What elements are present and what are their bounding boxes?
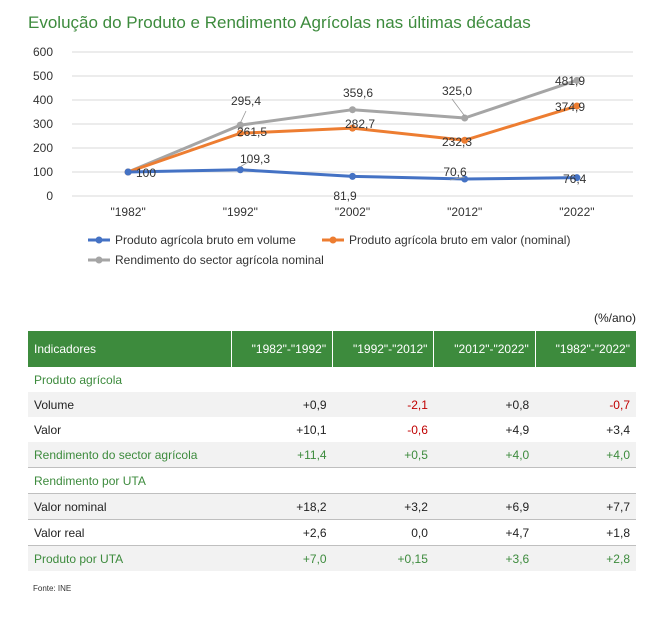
row-label: Valor nominal <box>28 493 232 520</box>
cell: +0,8 <box>433 392 536 417</box>
header-1982-2022: "1982"-"2022" <box>534 331 636 367</box>
data-label: 232,3 <box>442 135 472 149</box>
cell: +0,9 <box>231 392 333 417</box>
data-point <box>349 124 356 132</box>
data-point <box>349 172 356 180</box>
data-label: 325,0 <box>442 84 472 98</box>
y-tick-label: 300 <box>33 117 53 131</box>
cell: +6,9 <box>433 493 536 520</box>
row-label: Valor <box>34 422 62 437</box>
cell: +2,6 <box>231 519 333 546</box>
series-line <box>127 104 578 174</box>
cell: +7,0 <box>231 545 333 571</box>
legend-marker <box>95 256 103 264</box>
cell: +4,0 <box>535 442 636 468</box>
data-point <box>461 114 469 122</box>
data-label: 100 <box>136 166 156 180</box>
cell: +4,0 <box>433 442 536 468</box>
leader-line <box>449 176 465 181</box>
data-label: 261,5 <box>237 125 267 139</box>
data-point <box>124 168 132 176</box>
data-label: 481,9 <box>555 74 585 88</box>
cell: +11,4 <box>231 442 333 468</box>
data-point <box>349 106 356 114</box>
data-label: 374,9 <box>555 100 585 114</box>
data-label: 359,6 <box>343 86 373 100</box>
y-tick-label: 400 <box>33 93 53 107</box>
line-chart: 0 100 200 300 400 500 600 "1982" "1992" "2002" "20… <box>33 45 633 267</box>
legend-label: Produto agrícola bruto em volume <box>115 233 296 247</box>
chart-title: Evolução do Produto e Rendimento Agrícol… <box>28 13 531 32</box>
table-header-row: Indicadores "1982"-"1992" "1992"-"2012" … <box>28 331 636 367</box>
row-label: Produto agrícola <box>34 372 123 387</box>
data-label: 81,9 <box>333 189 357 203</box>
cell: +1,8 <box>535 519 636 546</box>
row-label: Valor real <box>28 519 232 546</box>
header-1982-1992: "1982"-"1992" <box>230 331 333 367</box>
source-note: Fonte: INE <box>33 584 72 593</box>
data-label: 76,4 <box>563 172 587 186</box>
table-row: Valor nominal +18,2 +3,2 +6,9 +7,7 <box>28 493 636 520</box>
y-tick-label: 500 <box>33 69 53 83</box>
cell: 0,0 <box>332 519 434 546</box>
cell: +2,8 <box>535 545 636 571</box>
row-label: Rendimento por UTA <box>34 473 146 488</box>
table-row: Rendimento do sector agrícola +11,4 +0,5… <box>28 442 636 468</box>
cell: +18,2 <box>231 493 333 520</box>
data-point <box>236 129 244 137</box>
y-tick-label: 200 <box>33 141 53 155</box>
cell: +3,4 <box>606 422 630 437</box>
header-indicadores: Indicadores <box>28 331 232 367</box>
table-row-section: Rendimento por UTA <box>28 468 636 494</box>
header-2012-2022: "2012"-"2022" <box>433 331 536 367</box>
cell: +3,2 <box>332 493 434 520</box>
x-tick-label: "1992" <box>223 205 258 219</box>
y-tick-label: 600 <box>33 45 53 59</box>
data-point <box>236 166 244 174</box>
data-label: 282,7 <box>345 117 375 131</box>
x-tick-label: "2002" <box>335 205 370 219</box>
x-tick-label: "2022" <box>559 205 594 219</box>
leader-line <box>240 160 251 168</box>
cell: -2,1 <box>332 392 434 417</box>
table-row: Valor real +2,6 0,0 +4,7 +1,8 <box>28 519 636 546</box>
cell: +0,5 <box>332 442 434 468</box>
leader-line <box>239 110 247 124</box>
legend-label: Rendimento do sector agrícola nominal <box>115 253 324 267</box>
table-row: Produto por UTA +7,0 +0,15 +3,6 +2,8 <box>28 545 636 571</box>
cell: +0,15 <box>332 545 434 571</box>
legend-marker <box>95 236 103 244</box>
data-label: 295,4 <box>231 94 261 108</box>
data-point <box>236 121 244 129</box>
cell: +3,6 <box>433 545 536 571</box>
cell: +7,7 <box>535 493 636 520</box>
header-1992-2012: "1992"-"2012" <box>332 331 434 367</box>
row-label: Rendimento do sector agrícola <box>28 442 232 468</box>
data-point <box>573 102 581 110</box>
indicators-table: Indicadores "1982"-"1992" "1992"-"2012" … <box>28 331 636 571</box>
table-unit: (%/ano) <box>593 311 636 325</box>
cell: +4,9 <box>505 422 530 437</box>
y-tick-label: 0 <box>46 189 53 203</box>
data-point <box>573 174 581 182</box>
cell: +4,7 <box>433 519 536 546</box>
row-label: Volume <box>28 392 232 417</box>
legend-marker <box>329 236 337 244</box>
table-row-section: Produto agrícola <box>28 367 636 392</box>
cell: -0,6 <box>407 422 428 437</box>
leader-line <box>451 98 466 117</box>
legend-label: Produto agrícola bruto em valor (nominal… <box>349 233 570 247</box>
data-point <box>461 136 469 144</box>
row-label: Produto por UTA <box>28 545 232 571</box>
cell: +10,1 <box>296 422 327 437</box>
data-label: 70,6 <box>443 165 467 179</box>
table-row: Valor +10,1 -0,6 +4,9 +3,4 <box>28 417 636 442</box>
cell: -0,7 <box>535 392 636 417</box>
x-tick-label: "1982" <box>110 205 145 219</box>
data-point <box>573 76 581 84</box>
y-tick-label: 100 <box>33 165 53 179</box>
x-tick-label: "2012" <box>447 205 482 219</box>
table-row: Volume +0,9 -2,1 +0,8 -0,7 <box>28 392 636 417</box>
